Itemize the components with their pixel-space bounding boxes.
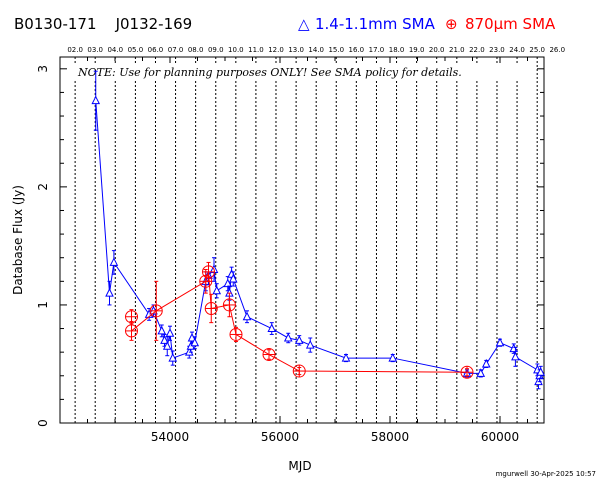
top-axis-label: 05.0: [128, 46, 144, 54]
data-point: [481, 358, 491, 368]
data-point: [91, 95, 101, 105]
year-divider-lines: [74, 57, 538, 423]
data-point: [495, 337, 505, 347]
top-axis-label: 09.0: [208, 46, 224, 54]
top-axis-label: 26.0: [549, 46, 565, 54]
top-axis-label: 12.0: [268, 46, 284, 54]
legend-blue-symbol: △: [298, 15, 310, 33]
note-background: [74, 63, 520, 81]
data-point: [228, 273, 238, 283]
data-point: [168, 352, 178, 362]
data-point: [283, 332, 293, 342]
data-point: [242, 311, 252, 321]
x-axis: 54000 56000 58000 60000: [59, 57, 528, 444]
top-axis-label: 06.0: [148, 46, 164, 54]
data-point: [341, 352, 351, 362]
data-point: [162, 341, 172, 350]
legend-red-symbol: ⊕: [445, 15, 458, 33]
top-axis-label: 21.0: [449, 46, 465, 54]
top-axis-label: 24.0: [509, 46, 525, 54]
data-point: [476, 368, 486, 377]
top-axis-label: 11.0: [248, 46, 264, 54]
y-tick-label: 0: [36, 419, 50, 427]
data-point: [160, 335, 169, 344]
data-point: [165, 328, 175, 337]
data-point: [223, 278, 233, 288]
data-point: [105, 288, 114, 297]
top-axis-label: 23.0: [489, 46, 505, 54]
y-tick-label: 2: [36, 183, 50, 191]
top-axis-label: 17.0: [369, 46, 385, 54]
top-axis-label: 07.0: [168, 46, 184, 54]
top-axis-label: 13.0: [288, 46, 304, 54]
data-point: [109, 257, 119, 266]
y-axis-label: Database Flux (Jy): [11, 185, 25, 295]
top-axis-label: 10.0: [228, 46, 244, 54]
data-point: [212, 285, 222, 295]
data-point: [187, 332, 197, 342]
series-870um: [125, 261, 474, 379]
y-axis: 0 1 2 3: [36, 65, 544, 427]
y-tick-label: 1: [36, 301, 50, 309]
top-axis-year-labels: 02.0 03.0 04.0 05.0 06.0 07.0 08.0 09.0 10.0 11.0…: [67, 46, 565, 54]
top-axis-label: 04.0: [107, 46, 123, 54]
top-axis-label: 14.0: [308, 46, 324, 54]
top-axis-label: 20.0: [429, 46, 445, 54]
source-names: B0130-171 J0132-169: [14, 15, 192, 33]
top-axis-label: 22.0: [469, 46, 485, 54]
top-axis-label: 19.0: [409, 46, 425, 54]
data-point: [267, 323, 277, 333]
data-point: [157, 325, 167, 335]
data-point: [536, 367, 546, 376]
top-axis-label: 03.0: [87, 46, 103, 54]
x-axis-label: MJD: [288, 459, 311, 473]
data-series: [91, 70, 546, 390]
plot-frame: [59, 56, 545, 424]
data-point: [511, 351, 520, 361]
top-axis-label: 16.0: [349, 46, 365, 54]
footer-credit: mgurwell 30-Apr-2025 10:57: [496, 470, 596, 478]
y-tick-label: 3: [36, 65, 50, 73]
top-axis-label: 18.0: [389, 46, 405, 54]
data-point: [305, 339, 315, 349]
x-tick-label: 56000: [261, 430, 299, 444]
x-tick-label: 58000: [371, 430, 409, 444]
planning-note: NOTE: Use for planning purposes ONLY! Se…: [77, 66, 462, 79]
x-tick-label: 60000: [481, 430, 519, 444]
top-axis-label: 02.0: [67, 46, 83, 54]
top-axis-label: 15.0: [328, 46, 344, 54]
legend-red-label: 870μm SMA: [465, 15, 556, 33]
x-tick-label: 54000: [151, 430, 189, 444]
top-axis-label: 08.0: [188, 46, 204, 54]
data-point: [388, 352, 398, 362]
data-point: [190, 337, 200, 347]
legend-blue-label: 1.4-1.1mm SMA: [315, 15, 436, 33]
data-point: [294, 335, 304, 344]
top-axis-label: 25.0: [529, 46, 545, 54]
